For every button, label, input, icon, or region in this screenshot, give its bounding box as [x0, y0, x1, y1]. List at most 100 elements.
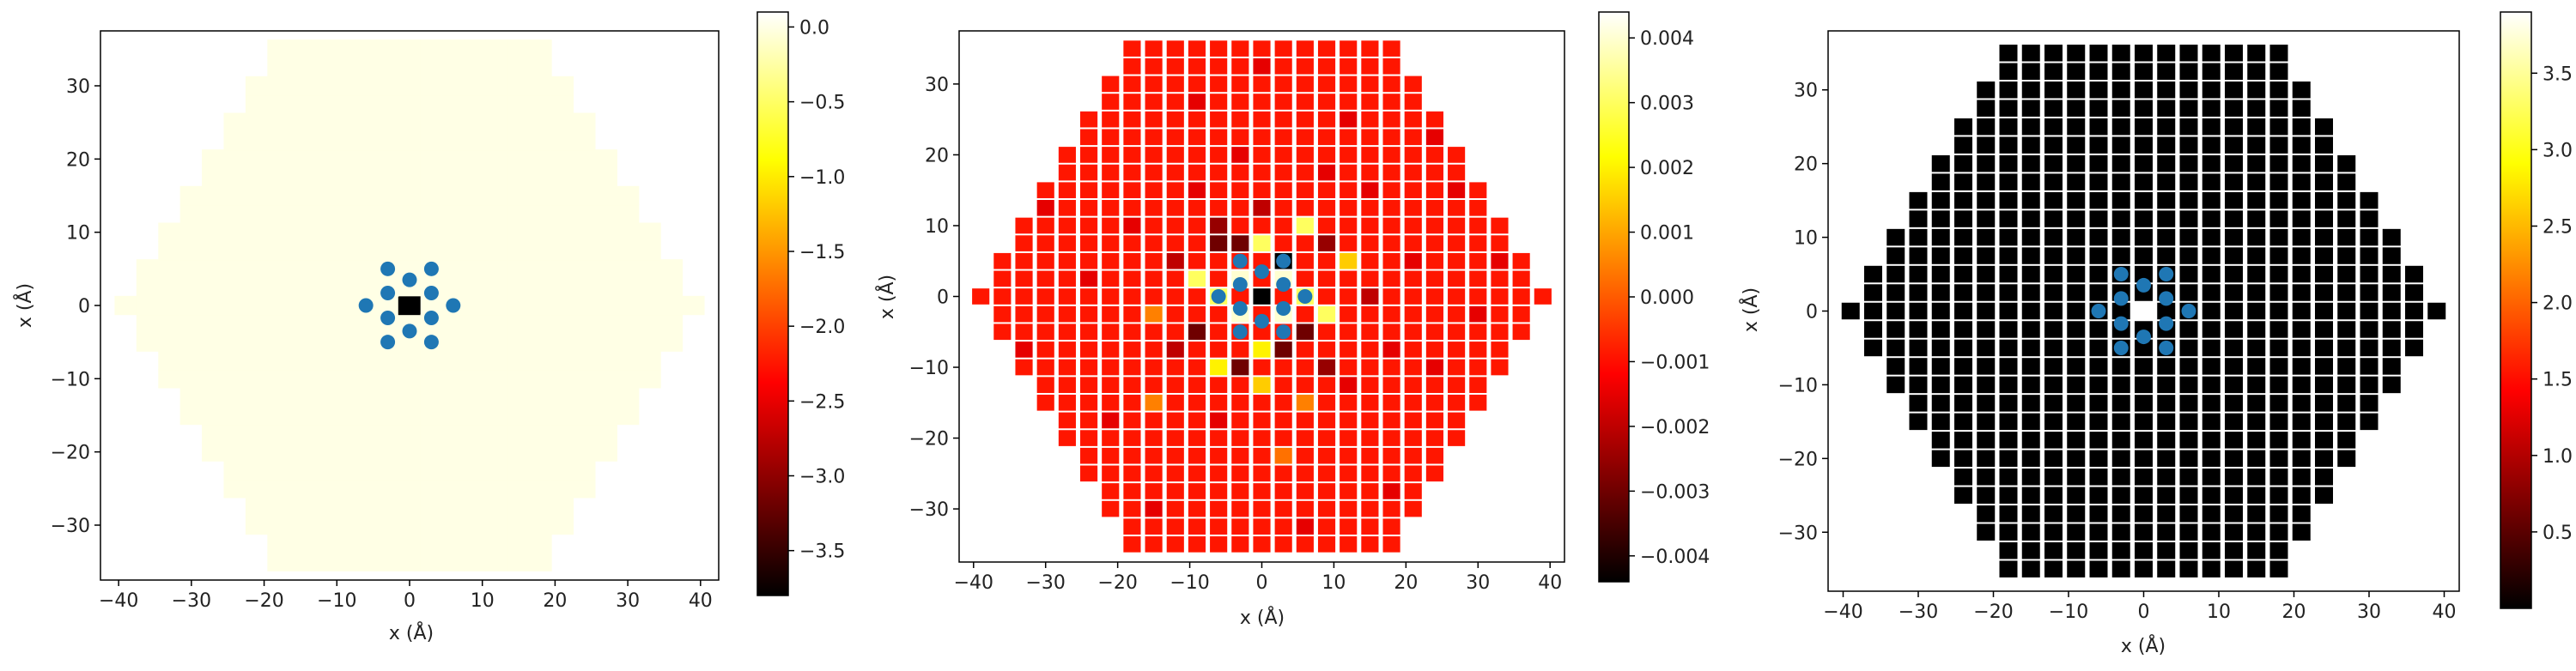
heatmap-cell: [2089, 432, 2108, 449]
heatmap-cell: [2089, 468, 2108, 486]
heatmap-cell: [2067, 191, 2086, 209]
heatmap-cell: [1253, 182, 1271, 199]
heatmap-cell: [2269, 523, 2288, 541]
heatmap-cell: [311, 167, 334, 187]
heatmap-cell: [2021, 542, 2040, 559]
heatmap-cell: [441, 112, 465, 132]
x-tick-label: 40: [1538, 572, 1562, 594]
heatmap-cell: [1491, 342, 1509, 358]
colorbar-tick-label: 2.0: [2543, 293, 2573, 315]
heatmap-cell: [1382, 536, 1400, 553]
heatmap-cell: [1145, 288, 1163, 305]
heatmap-cell: [1361, 377, 1379, 393]
heatmap-cell: [529, 57, 552, 77]
heatmap-cell: [2202, 339, 2221, 357]
heatmap-cell: [1404, 394, 1422, 411]
heatmap-cell: [2111, 45, 2130, 62]
heatmap-cell: [1425, 323, 1443, 341]
heatmap-cell: [179, 295, 204, 316]
heatmap-cell: [1145, 394, 1163, 411]
heatmap-cell: [2157, 118, 2176, 136]
heatmap-cell: [332, 167, 355, 187]
heatmap-cell: [1123, 305, 1141, 323]
heatmap-cell: [1036, 377, 1054, 393]
heatmap-cell: [2021, 210, 2040, 227]
heatmap-cell: [1080, 235, 1098, 251]
heatmap-cell: [354, 57, 378, 77]
heatmap-cell: [1123, 40, 1141, 57]
heatmap-cell: [464, 130, 487, 151]
heatmap-cell: [1015, 217, 1033, 234]
heatmap-cell: [2269, 339, 2288, 357]
heatmap-cell: [485, 479, 508, 499]
heatmap-cell: [441, 405, 465, 426]
heatmap-cell: [1036, 182, 1054, 199]
scatter-point: [2159, 316, 2174, 331]
heatmap-cell: [485, 497, 508, 517]
heatmap-cell: [1361, 430, 1379, 446]
heatmap-cell: [573, 332, 596, 352]
heatmap-cell: [245, 94, 269, 114]
heatmap-cell: [2021, 63, 2040, 80]
heatmap-cell: [1080, 129, 1098, 146]
heatmap-cell: [2247, 136, 2266, 154]
heatmap-cell: [1188, 447, 1206, 464]
heatmap-cell: [311, 222, 334, 242]
heatmap-cell: [2337, 432, 2356, 449]
heatmap-cell: [573, 277, 596, 297]
heatmap-cell: [1361, 500, 1379, 517]
heatmap-cell: [1340, 164, 1358, 181]
heatmap-cell: [245, 497, 269, 517]
heatmap-cell: [245, 222, 269, 242]
heatmap-cell: [2157, 450, 2176, 468]
heatmap-cell: [1491, 288, 1509, 305]
heatmap-cell: [2044, 228, 2063, 246]
heatmap-cell: [158, 350, 181, 371]
heatmap-cell: [202, 167, 225, 187]
heatmap-cell: [158, 259, 181, 279]
heatmap-cell: [1145, 342, 1163, 358]
heatmap-cell: [1361, 412, 1379, 429]
heatmap-cell: [267, 534, 290, 553]
heatmap-cell: [223, 314, 246, 334]
heatmap-cell: [2067, 302, 2086, 320]
heatmap-cell: [2202, 450, 2221, 468]
heatmap-cell: [1977, 468, 1996, 486]
heatmap-cell: [332, 204, 355, 224]
heatmap-cell: [441, 94, 465, 114]
heatmap-cell: [1999, 432, 2018, 449]
heatmap-cell: [2225, 100, 2243, 117]
colorbar-tick-label: −3.0: [799, 467, 845, 488]
heatmap-cell: [2292, 395, 2311, 412]
heatmap-cell: [1448, 147, 1466, 163]
heatmap-cell: [1166, 412, 1184, 429]
colorbar-tick-label: 0.002: [1640, 158, 1694, 179]
heatmap-cell: [2067, 339, 2086, 357]
heatmap-cell: [441, 424, 465, 444]
heatmap-cell: [1977, 358, 1996, 375]
heatmap-cell: [2247, 63, 2266, 80]
heatmap-cell: [1864, 339, 1882, 357]
heatmap-cell: [1382, 359, 1400, 376]
heatmap-cell: [2179, 265, 2198, 283]
heatmap-cell: [2382, 284, 2401, 301]
x-tick-label: −10: [1170, 572, 1209, 594]
heatmap-cell: [1036, 394, 1054, 411]
heatmap-cell: [1361, 447, 1379, 464]
heatmap-cell: [2269, 505, 2288, 523]
heatmap-cell: [2157, 542, 2176, 559]
heatmap-cell: [485, 240, 508, 261]
heatmap-cell: [2157, 191, 2176, 209]
heatmap-cell: [1317, 129, 1336, 146]
heatmap-cell: [2089, 560, 2108, 577]
heatmap-cell: [1015, 235, 1033, 251]
scatter-point: [1276, 276, 1291, 292]
heatmap-cell: [1015, 252, 1033, 269]
scatter-point: [1232, 324, 1248, 340]
heatmap-cell: [573, 222, 596, 242]
heatmap-cell: [485, 204, 508, 224]
heatmap-cell: [1123, 252, 1141, 269]
heatmap-cell: [2269, 321, 2288, 338]
heatmap-cell: [2067, 468, 2086, 486]
heatmap-cell: [420, 167, 443, 187]
